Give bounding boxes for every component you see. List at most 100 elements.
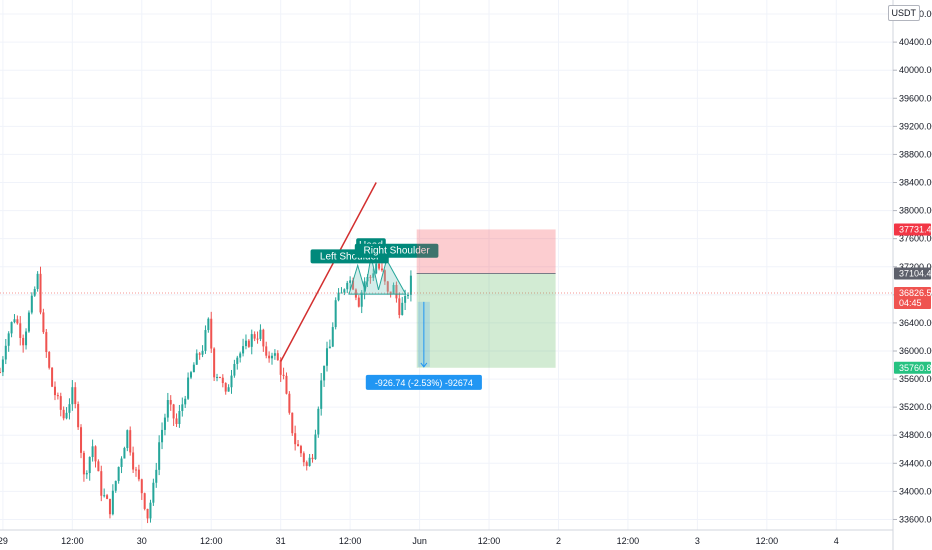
candle-body bbox=[270, 355, 274, 359]
candle-body bbox=[111, 490, 114, 515]
candle-body bbox=[218, 376, 221, 378]
candle-body bbox=[340, 292, 343, 294]
candle-body bbox=[189, 372, 192, 378]
stop-loss-zone[interactable] bbox=[416, 229, 556, 274]
candle-body bbox=[349, 280, 352, 283]
candle-body bbox=[187, 377, 190, 399]
candle-body bbox=[137, 469, 140, 480]
take-profit-zone[interactable] bbox=[416, 273, 556, 368]
candle-body bbox=[299, 446, 302, 454]
candle-body bbox=[1, 359, 4, 373]
y-tick-label: 33600.00 bbox=[899, 514, 932, 524]
candle-body bbox=[291, 412, 294, 434]
candle-body bbox=[100, 471, 103, 496]
candle-body bbox=[352, 280, 355, 290]
candle-body bbox=[207, 318, 210, 331]
candle-body bbox=[273, 353, 276, 356]
x-tick-label: 12:00 bbox=[61, 536, 84, 546]
candle-body bbox=[175, 418, 178, 425]
candle-body bbox=[276, 353, 279, 361]
measure-label[interactable]: -926.74 (-2.53%) -92674 bbox=[365, 374, 482, 390]
candle-body bbox=[357, 297, 360, 307]
candle-body bbox=[45, 332, 48, 353]
badge-last-price-text: 36826.56 bbox=[899, 288, 932, 298]
candle-body bbox=[262, 329, 265, 347]
badge-entry-bg bbox=[894, 267, 931, 280]
badge-last-price-countdown: 04:45 bbox=[899, 298, 922, 308]
candle-body bbox=[33, 288, 36, 296]
candle-body bbox=[97, 461, 100, 472]
candle-body bbox=[16, 319, 19, 324]
candle-body bbox=[250, 334, 253, 347]
drawings[interactable]: Left ShoulderHeadRight Shoulder-926.74 (… bbox=[0, 182, 893, 390]
candle-body bbox=[19, 323, 22, 338]
head-shoulders-pattern[interactable] bbox=[348, 256, 407, 295]
candle-body bbox=[77, 404, 80, 428]
x-tick-label: 29 bbox=[0, 536, 8, 546]
y-tick-label: 35600.00 bbox=[899, 374, 932, 384]
candle-body bbox=[53, 386, 56, 396]
x-tick-label: 12:00 bbox=[339, 536, 362, 546]
candle-body bbox=[386, 281, 389, 292]
candle-body bbox=[256, 338, 259, 340]
candle-body bbox=[216, 376, 219, 378]
candle-body bbox=[343, 289, 346, 293]
x-tick-label: 12:00 bbox=[478, 536, 501, 546]
badge-target: 35760.83 bbox=[894, 361, 932, 374]
badge-target-bg bbox=[894, 361, 931, 374]
measure-arrowhead bbox=[420, 362, 428, 368]
candle-body bbox=[10, 322, 13, 334]
candle-body bbox=[210, 318, 213, 349]
candle-body bbox=[395, 284, 398, 299]
candle-body bbox=[114, 480, 117, 491]
candle-body bbox=[305, 462, 308, 466]
candle-body bbox=[392, 284, 395, 295]
candle-body bbox=[134, 469, 138, 471]
badge-last-price: 36826.5604:45 bbox=[894, 286, 932, 309]
time-axis-bg bbox=[0, 530, 932, 550]
candle-body bbox=[25, 331, 28, 346]
candle-body bbox=[155, 469, 158, 483]
candle-body bbox=[181, 404, 184, 412]
candle-body bbox=[268, 355, 271, 359]
candle-body bbox=[230, 375, 233, 388]
candle-body bbox=[163, 417, 166, 430]
candle-body bbox=[7, 333, 10, 346]
candles bbox=[0, 257, 412, 524]
candle-body bbox=[407, 294, 410, 296]
candle-body bbox=[152, 482, 155, 503]
candle-body bbox=[192, 364, 195, 373]
label-right-shoulder-text: Right Shoulder bbox=[364, 246, 431, 257]
label-right-shoulder[interactable]: Right Shoulder bbox=[354, 243, 439, 258]
y-tick-label: 34800.00 bbox=[899, 430, 932, 440]
y-tick-label: 34000.00 bbox=[899, 486, 932, 496]
currency-button[interactable]: USDT bbox=[887, 5, 920, 21]
candle-body bbox=[85, 473, 88, 475]
x-tick-label: 4 bbox=[834, 536, 839, 546]
badge-stop-text: 37731.41 bbox=[899, 224, 932, 234]
candle-body bbox=[91, 446, 94, 458]
candle-body bbox=[334, 300, 337, 328]
candle-body bbox=[126, 430, 129, 449]
badge-entry-text: 37104.40 bbox=[899, 268, 932, 278]
candle-body bbox=[401, 302, 404, 315]
candle-body bbox=[201, 350, 204, 355]
candle-body bbox=[285, 375, 288, 394]
badge-stop-bg bbox=[894, 223, 931, 236]
grid bbox=[0, 0, 893, 530]
label-right-shoulder-bg bbox=[354, 243, 439, 258]
candle-body bbox=[221, 377, 224, 384]
candle-body bbox=[59, 396, 62, 410]
candle-body bbox=[108, 498, 111, 515]
x-tick-label: 12:00 bbox=[200, 536, 223, 546]
measure-label-text: -926.74 (-2.53%) -92674 bbox=[375, 378, 473, 388]
y-tick-label: 40000.00 bbox=[899, 65, 932, 75]
candle-body bbox=[244, 340, 247, 347]
trendline[interactable] bbox=[280, 182, 377, 362]
x-tick-label: 3 bbox=[695, 536, 700, 546]
candle-body bbox=[282, 374, 285, 376]
y-tick-label: 38400.00 bbox=[899, 178, 932, 188]
candle-body bbox=[184, 398, 187, 405]
